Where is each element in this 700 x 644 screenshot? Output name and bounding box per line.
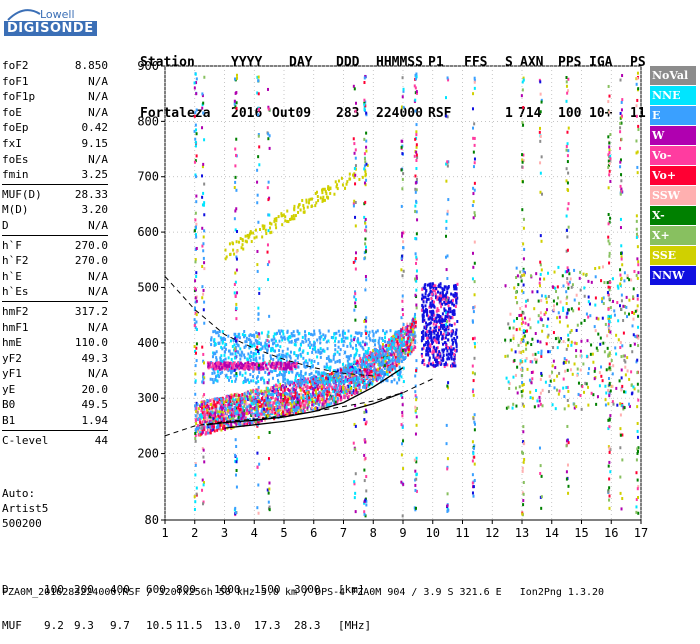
x-tick-label: 13 [515, 526, 529, 540]
legend-item-x: X+ [650, 226, 696, 245]
legend-item-w: W [650, 126, 696, 145]
legend-item-sse: SSE [650, 246, 696, 265]
x-tick-label: 7 [340, 526, 347, 540]
muf-value: 9.7 [110, 620, 130, 632]
muf-label: MUF [2, 620, 22, 632]
legend-item-vo: Vo- [650, 146, 696, 165]
legend-item-x: X- [650, 206, 696, 225]
y-tick-label: 800 [137, 114, 159, 128]
muf-value: 17.3 [254, 620, 281, 632]
file-info-line: FZA0M_2016283224000.RSF / 320fx256h 50 k… [2, 587, 604, 598]
muf-value: 9.2 [44, 620, 64, 632]
x-tick-label: 8 [370, 526, 377, 540]
x-tick-label: 10 [426, 526, 440, 540]
y-tick-label: 500 [137, 280, 159, 294]
x-tick-label: 17 [634, 526, 648, 540]
legend-item-nnw: NNW [650, 266, 696, 285]
x-tick-label: 14 [545, 526, 559, 540]
y-tick-label: 700 [137, 170, 159, 184]
legend-item-e: E [650, 106, 696, 125]
x-tick-label: 12 [485, 526, 499, 540]
x-tick-label: 1 [161, 526, 168, 540]
x-tick-label: 9 [399, 526, 406, 540]
y-tick-label: 600 [137, 225, 159, 239]
y-tick-label: 80 [145, 513, 159, 527]
muf-value: 13.0 [214, 620, 241, 632]
y-tick-label: 900 [137, 59, 159, 73]
y-tick-label: 400 [137, 336, 159, 350]
legend-item-noval: NoVal [650, 66, 696, 85]
x-tick-label: 3 [221, 526, 228, 540]
muf-value: 11.5 [176, 620, 203, 632]
legend-item-vo: Vo+ [650, 166, 696, 185]
x-tick-label: 2 [191, 526, 198, 540]
echo-traces [194, 72, 640, 518]
x-tick-label: 4 [251, 526, 258, 540]
x-tick-label: 11 [455, 526, 469, 540]
y-tick-label: 300 [137, 391, 159, 405]
muf-value: [MHz] [338, 620, 371, 632]
muf-value: 9.3 [74, 620, 94, 632]
x-tick-label: 15 [574, 526, 588, 540]
legend-item-ssw: SSW [650, 186, 696, 205]
legend-item-nne: NNE [650, 86, 696, 105]
x-tick-label: 5 [280, 526, 287, 540]
muf-value: 10.5 [146, 620, 173, 632]
y-tick-label: 200 [137, 447, 159, 461]
x-tick-label: 6 [310, 526, 317, 540]
muf-value: 28.3 [294, 620, 321, 632]
x-tick-label: 16 [604, 526, 618, 540]
